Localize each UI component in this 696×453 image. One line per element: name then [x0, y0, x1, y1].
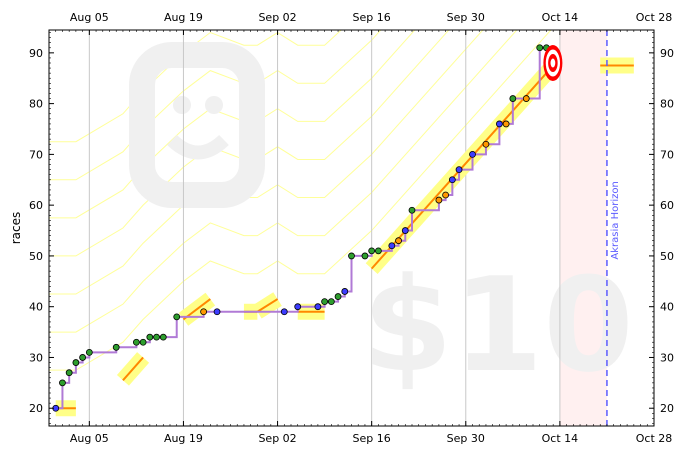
y-tick-label: 70: [660, 148, 674, 161]
y-tick-label: 80: [29, 98, 43, 111]
y-tick-label: 70: [29, 148, 43, 161]
y-tick-label: 30: [29, 351, 43, 364]
plot-area: $10 Akrasia Horizon: [49, 30, 654, 426]
y-tick-label: 30: [660, 351, 674, 364]
data-point: [139, 338, 147, 346]
bullseye-target-icon: [543, 45, 563, 81]
data-point: [341, 288, 349, 295]
data-point: [65, 369, 73, 377]
y-tick-label: 80: [660, 98, 674, 111]
data-point: [482, 140, 490, 148]
data-point: [442, 191, 450, 199]
data-point: [401, 227, 409, 234]
x-tick-label: Aug 05: [70, 11, 109, 24]
y-axis-label: races: [9, 212, 23, 245]
target-ring: [550, 58, 556, 68]
data-point: [112, 343, 120, 351]
y-tick-label: 60: [29, 199, 43, 212]
data-point: [374, 247, 382, 255]
data-point: [72, 359, 80, 366]
data-point: [321, 298, 329, 306]
data-point: [334, 293, 342, 300]
data-point: [294, 303, 302, 311]
x-tick-label: Oct 14: [542, 432, 579, 445]
data-point: [59, 379, 66, 387]
data-point: [79, 354, 87, 361]
y-tick-label: 60: [660, 199, 674, 212]
data-point: [408, 206, 416, 214]
data-point: [469, 150, 476, 158]
akrasia-horizon-label: Akrasia Horizon: [610, 181, 621, 259]
x-tick-label: Sep 30: [447, 432, 485, 445]
y-tick-label: 90: [29, 47, 43, 60]
x-tick-label: Aug 19: [164, 432, 203, 445]
future-region-shade: [559, 30, 607, 426]
y-tick-label: 20: [660, 402, 674, 415]
y-tick-label: 40: [660, 301, 674, 314]
smiley-watermark-icon: [129, 42, 265, 208]
road-center-segment: [256, 298, 279, 313]
data-point: [213, 308, 221, 316]
data-point: [536, 44, 544, 52]
x-tick-label: Sep 16: [353, 432, 391, 445]
x-tick-label: Oct 28: [636, 432, 673, 445]
data-point: [455, 166, 463, 174]
data-point: [522, 95, 530, 102]
y-tick-label: 50: [29, 250, 43, 263]
x-tick-label: Oct 28: [636, 11, 673, 24]
data-point: [509, 95, 517, 102]
x-tick-label: Sep 30: [447, 11, 485, 24]
x-tick-label: Aug 05: [70, 432, 109, 445]
axes: Aug 05 Aug 05 Aug 19 Aug 19 Sep 02 Sep 02 Sep …: [29, 11, 674, 445]
data-points: [52, 44, 550, 412]
y-tick-label: 50: [660, 250, 674, 263]
goal-pledge-watermark: $10: [362, 249, 633, 401]
data-point: [159, 333, 167, 341]
y-tick-label: 40: [29, 301, 43, 314]
x-tick-label: Oct 14: [542, 11, 579, 24]
guide-line: [49, 30, 518, 333]
data-point: [348, 252, 355, 260]
guide-line: [49, 30, 342, 143]
data-point: [361, 252, 369, 260]
data-point: [85, 348, 93, 356]
data-point: [146, 333, 154, 341]
data-point: [435, 196, 443, 204]
data-point: [502, 120, 510, 128]
data-point: [314, 303, 322, 311]
data-point: [153, 333, 160, 341]
data-point: [200, 308, 208, 316]
grid-lines: [88, 30, 654, 426]
data-point: [388, 242, 396, 250]
x-tick-label: Sep 02: [258, 11, 296, 24]
x-tick-label: Sep 02: [258, 432, 296, 445]
x-tick-label: Sep 16: [353, 11, 391, 24]
y-tick-label: 90: [660, 47, 674, 60]
data-point: [280, 308, 288, 316]
data-point: [368, 247, 376, 255]
data-point: [448, 176, 456, 184]
data-point: [495, 120, 503, 128]
x-tick-label: Aug 19: [164, 11, 203, 24]
data-point: [132, 338, 140, 346]
data-point: [173, 313, 181, 321]
y-tick-label: 20: [29, 402, 43, 415]
data-point: [327, 298, 335, 306]
guide-line: [49, 30, 484, 295]
road-center-segment: [122, 356, 144, 381]
data-point: [395, 237, 402, 245]
